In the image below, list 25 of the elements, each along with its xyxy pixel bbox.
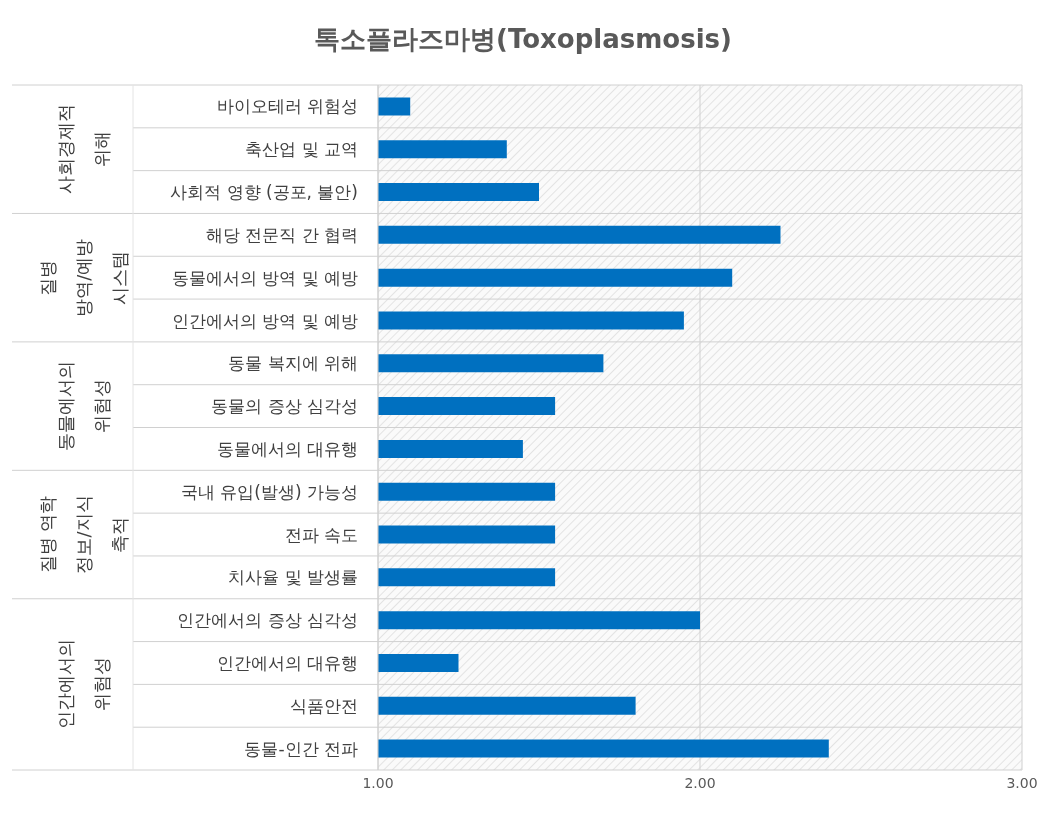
- text: 인간에서의 위험성: [54, 639, 112, 730]
- y-tick-label: 동물 복지에 위해: [228, 353, 358, 374]
- y-tick-label: 인간에서의 대유행: [216, 653, 358, 673]
- y-tick-label: 식품안전: [290, 695, 358, 716]
- y-tick-label: 동물에서의 방역 및 예방: [171, 267, 358, 288]
- y-tick-label: 축산업 및 교역: [245, 139, 358, 160]
- y-tick-label: 인간에서의 방역 및 예방: [171, 310, 358, 331]
- y-tick-label: 국내 유입(발생) 가능성: [180, 481, 358, 502]
- text: 질병 방역/예방 시스템: [36, 238, 130, 317]
- y-tick-label: 치사율 및 발생률: [228, 567, 358, 588]
- y-tick-label: 동물에서의 대유행: [216, 438, 358, 459]
- y-tick-label: 인간에서의 증상 심각성: [177, 610, 358, 631]
- y-tick-label: 바이오테러 위험성: [216, 96, 358, 117]
- x-tick-label: 2.00: [684, 774, 716, 791]
- y-tick-label: 사회적 영향 (공포, 불안): [170, 182, 358, 203]
- y-tick-label: 동물-인간 전파: [244, 738, 358, 759]
- x-tick-label: 3.00: [1006, 774, 1038, 791]
- text: 사회경제적 위해: [54, 104, 112, 195]
- chart-title: 톡소플라즈마병(Toxoplasmosis): [314, 24, 732, 54]
- text: 동물에서의 위험성: [54, 361, 112, 452]
- x-tick-label: 1.00: [362, 774, 394, 791]
- y-tick-label: 해당 전문직 간 협력: [205, 224, 358, 245]
- y-tick-label: 동물의 증상 심각성: [211, 396, 358, 417]
- y-tick-label: 전파 속도: [284, 524, 358, 545]
- text: 질병 역학 정보/지식 축적: [36, 495, 130, 574]
